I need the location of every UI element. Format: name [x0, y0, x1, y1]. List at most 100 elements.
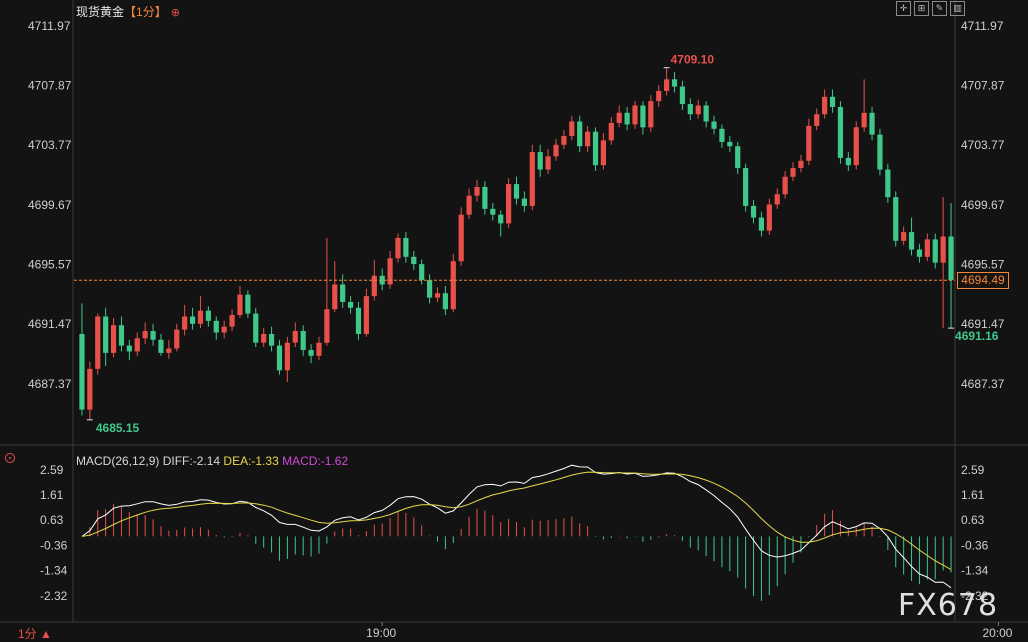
toggle-icon[interactable]: ▥ [950, 1, 965, 16]
candle-body [189, 316, 196, 324]
candle-body [134, 338, 140, 352]
period-label[interactable]: 【1分】 [124, 5, 167, 19]
candle-body [861, 112, 867, 128]
current-price-tag: 4694.49 [957, 272, 1009, 290]
candle-body [679, 86, 686, 105]
time-label: 20:00 [982, 626, 1012, 640]
price-tick-right: 4695.57 [961, 258, 1005, 272]
symbol-name: 现货黄金 [76, 5, 125, 19]
target-icon[interactable] [5, 453, 15, 463]
price-tick-left: 4687.37 [28, 377, 72, 391]
candle-body [118, 325, 125, 346]
price-tick-right: 4711.97 [961, 19, 1004, 33]
watermark: FX678 [898, 588, 999, 623]
candle-body [901, 232, 907, 241]
chart-toolbar: ✛ ⊞ ✎ ▥ [896, 1, 965, 16]
dea-line [81, 471, 952, 571]
candle-body [545, 156, 551, 170]
candle-body [695, 105, 701, 115]
candle-body [498, 214, 504, 224]
candle-body [419, 264, 425, 281]
candle-body [806, 125, 812, 161]
candle-body [95, 316, 101, 369]
plus-circle-icon[interactable]: ⊕ [170, 7, 180, 19]
candle-body [434, 293, 441, 298]
candle-body [687, 104, 693, 115]
crosshair-icon[interactable]: ✛ [896, 1, 911, 16]
candle-body [126, 345, 132, 352]
candle-body [750, 205, 757, 218]
candle-body [79, 333, 85, 410]
candle-body [624, 112, 630, 125]
candle-body [608, 122, 614, 141]
candle-body [300, 331, 306, 350]
candle-body [529, 152, 535, 206]
candle-body [640, 105, 646, 128]
macd-tick-left: -0.36 [40, 539, 68, 553]
candle-body [877, 134, 883, 170]
candle-body [205, 310, 211, 321]
candle-body [490, 208, 496, 215]
candle-body [743, 168, 749, 206]
candle-body [537, 152, 543, 170]
candle-body [158, 339, 164, 353]
candle-body [869, 112, 875, 135]
candle-body [577, 121, 583, 147]
candle-body [379, 275, 385, 285]
candle-body [474, 186, 480, 196]
draw-icon[interactable]: ✎ [932, 1, 947, 16]
candle-body [632, 105, 638, 125]
time-label: 19:00 [366, 626, 396, 640]
candle-body [814, 114, 820, 126]
candle-body [308, 349, 314, 356]
candle-body [908, 232, 915, 250]
candle-body [513, 184, 520, 199]
candle-body [553, 144, 559, 157]
chart-header: 现货黄金【1分】 ⊕ [76, 3, 180, 20]
candle-body [782, 176, 788, 195]
candle-body [703, 105, 709, 122]
candle-body [237, 294, 243, 316]
candle-body [893, 197, 899, 241]
candle-body [940, 236, 946, 263]
candle-body [442, 293, 448, 310]
macd-tick-left: -1.34 [40, 564, 68, 578]
candle-body [853, 127, 859, 166]
candle-body [355, 307, 362, 334]
price-tick-right: 4691.47 [961, 317, 1005, 331]
candle-body [829, 96, 836, 107]
expand-icon[interactable]: ⊞ [914, 1, 929, 16]
candle-body [426, 280, 433, 298]
macd-tick-left: -2.32 [40, 589, 68, 603]
candle-body [798, 160, 804, 169]
candle-body [103, 316, 109, 353]
macd-tick-right: -1.34 [961, 564, 989, 578]
candle-body [245, 294, 251, 314]
macd-tick-left: 2.59 [40, 463, 64, 477]
candle-body [648, 101, 654, 128]
chevron-up-icon: ▲ [40, 627, 52, 641]
candle-body [332, 284, 338, 310]
candle-body [600, 140, 607, 166]
low-label: 4685.15 [96, 421, 140, 435]
macd-legend: MACD(26,12,9) DIFF:-2.14 DEA:-1.33 MACD:… [76, 454, 348, 468]
candle-body [719, 128, 725, 142]
macd-tick-right: 0.63 [961, 513, 985, 527]
price-tick-right: 4699.67 [961, 198, 1005, 212]
candle-body [616, 112, 622, 123]
price-tick-left: 4703.77 [28, 138, 72, 152]
macd-tick-right: 1.61 [961, 488, 985, 502]
candle-body [885, 169, 891, 198]
candle-body [505, 184, 512, 224]
candle-body [727, 141, 733, 147]
candle-body [450, 261, 456, 310]
period-selector[interactable]: 1分 ▲ [18, 625, 52, 642]
period-footer-label: 1分 [18, 627, 37, 641]
macd-title: MACD(26,12,9) [76, 454, 160, 468]
price-tick-right: 4687.37 [961, 377, 1005, 391]
candle-body [284, 342, 290, 371]
macd-tick-left: 0.63 [40, 513, 64, 527]
macd-tick-right: -0.36 [961, 539, 989, 553]
macd-tick-right: -2.32 [961, 589, 989, 603]
